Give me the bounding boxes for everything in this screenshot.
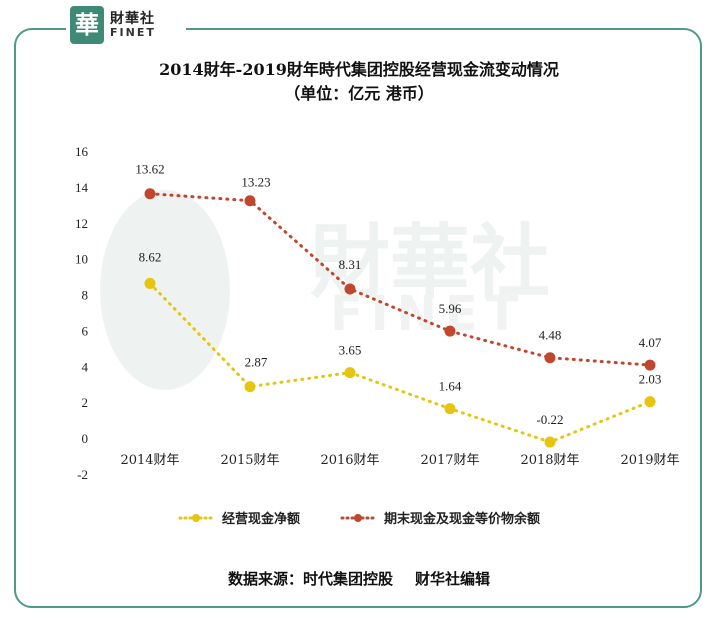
y-tick-label: 0	[82, 431, 89, 446]
data-label: 13.23	[241, 175, 270, 190]
data-point	[144, 277, 156, 289]
x-category-label: 2019财年	[620, 453, 679, 468]
data-label: 13.62	[135, 162, 164, 177]
data-label: 3.65	[339, 343, 362, 358]
series-line-0	[148, 281, 652, 444]
y-tick-label: 2	[82, 395, 89, 410]
source-org: 财华社编辑	[415, 570, 491, 588]
legend-item-ending-cash: 期末现金及现金等价物余额	[340, 508, 540, 527]
y-tick-label: 8	[82, 288, 89, 303]
data-label: 1.64	[439, 379, 462, 394]
legend-item-operating-cash: 经营现金净额	[178, 508, 300, 527]
data-point	[344, 367, 356, 379]
legend-swatch-ending-cash-icon	[340, 513, 376, 522]
y-tick-label: 16	[75, 144, 89, 159]
data-label: 4.48	[539, 328, 562, 343]
y-tick-label: 4	[82, 359, 89, 374]
data-point	[244, 195, 256, 207]
data-label: 4.07	[639, 335, 662, 350]
data-label: 5.96	[439, 301, 462, 316]
data-point	[444, 325, 456, 337]
data-label: 2.03	[639, 372, 662, 387]
finet-logo: 華 財華社 FINET	[66, 4, 186, 48]
chart-subtitle: （单位：亿元 港币）	[284, 84, 434, 103]
data-point	[444, 403, 456, 415]
logo-english-text: FINET	[110, 26, 156, 39]
x-category-label: 2018财年	[520, 453, 579, 468]
watermark-text-en: FINET	[330, 286, 526, 342]
logo-mark-icon: 華	[70, 6, 104, 44]
chart-source: 数据来源：时代集团控股 财华社编辑	[0, 568, 718, 589]
data-point	[644, 396, 656, 408]
data-point	[544, 352, 556, 364]
x-category-label: 2016财年	[320, 453, 379, 468]
x-category-label: 2014财年	[120, 453, 179, 468]
y-tick-label: 14	[75, 180, 89, 195]
data-label: 2.87	[245, 355, 268, 370]
legend-label-ending-cash: 期末现金及现金等价物余额	[384, 512, 541, 527]
chart-legend: 经营现金净额 期末现金及现金等价物余额	[0, 508, 718, 527]
y-tick-label: -2	[77, 467, 88, 482]
data-point	[544, 436, 556, 448]
legend-swatch-operating-cash-icon	[178, 513, 214, 522]
y-tick-label: 6	[82, 323, 89, 338]
watermark-emblem	[100, 190, 230, 390]
y-tick-label: 12	[75, 216, 88, 231]
data-point	[644, 359, 656, 371]
source-label: 数据来源：时代集团控股	[227, 570, 393, 588]
data-point	[244, 381, 256, 393]
data-label: -0.22	[536, 412, 563, 427]
series-line-1	[148, 192, 652, 367]
legend-label-operating-cash: 经营现金净额	[221, 512, 300, 527]
logo-chinese-text: 財華社	[110, 11, 155, 27]
data-label: 8.31	[339, 257, 362, 272]
x-category-label: 2017财年	[420, 453, 479, 468]
x-category-label: 2015财年	[220, 453, 279, 468]
data-point	[344, 283, 356, 295]
chart-title: 2014財年-2019財年時代集团控股经营现金流变动情况	[159, 60, 559, 79]
data-point	[144, 188, 156, 200]
data-label: 8.62	[139, 249, 162, 264]
y-tick-label: 10	[75, 252, 88, 267]
